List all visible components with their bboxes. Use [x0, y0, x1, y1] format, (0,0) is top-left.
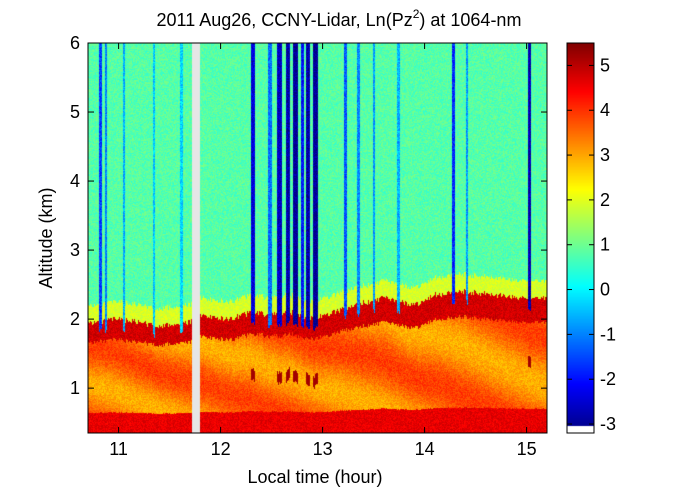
- colorbar-frame: [566, 42, 595, 434]
- colorbar-gradient: [567, 43, 594, 433]
- title-superscript: 2: [413, 7, 420, 21]
- colorbar-tick-label: 1: [600, 235, 610, 255]
- colorbar-tick-label: 4: [600, 100, 610, 120]
- x-tick-label: 14: [415, 439, 435, 459]
- y-tick-label: 5: [70, 102, 80, 122]
- x-tick-label: 12: [211, 439, 231, 459]
- title-suffix: ) at 1064-nm: [419, 10, 521, 30]
- colorbar-tick-label: -2: [600, 369, 616, 389]
- title-main: 2011 Aug26, CCNY-Lidar, Ln(Pz: [157, 10, 413, 30]
- colorbar-tick-label: 5: [600, 55, 610, 75]
- y-tick-label: 3: [70, 240, 80, 260]
- y-axis-label: Altitude (km): [36, 187, 56, 288]
- x-axis: 11 12 13 14 15: [109, 43, 537, 459]
- y-tick-label: 4: [70, 171, 80, 191]
- colorbar-tick-label: 2: [600, 190, 610, 210]
- colorbar-tick-label: 0: [600, 280, 610, 300]
- y-axis: 1 2 3 4 5 6: [70, 33, 547, 398]
- x-axis-label: Local time (hour): [247, 467, 382, 487]
- chart-title: 2011 Aug26, CCNY-Lidar, Ln(Pz2) at 1064-…: [157, 7, 522, 30]
- colorbar-tick-label: -3: [600, 414, 616, 434]
- colorbar-ticks: -3 -2 -1 0 1 2 3 4 5: [567, 55, 616, 434]
- x-tick-label: 15: [517, 439, 537, 459]
- colorbar: -3 -2 -1 0 1 2 3 4 5: [566, 42, 616, 434]
- x-tick-label: 11: [109, 439, 128, 459]
- heatmap-image: [88, 43, 547, 433]
- plot-frame: [87, 42, 548, 434]
- y-tick-label: 1: [70, 378, 80, 398]
- colorbar-tick-label: 3: [600, 145, 610, 165]
- y-tick-label: 2: [70, 309, 80, 329]
- colorbar-tick-label: -1: [600, 324, 616, 344]
- x-tick-label: 13: [313, 439, 333, 459]
- y-tick-label: 6: [70, 33, 80, 53]
